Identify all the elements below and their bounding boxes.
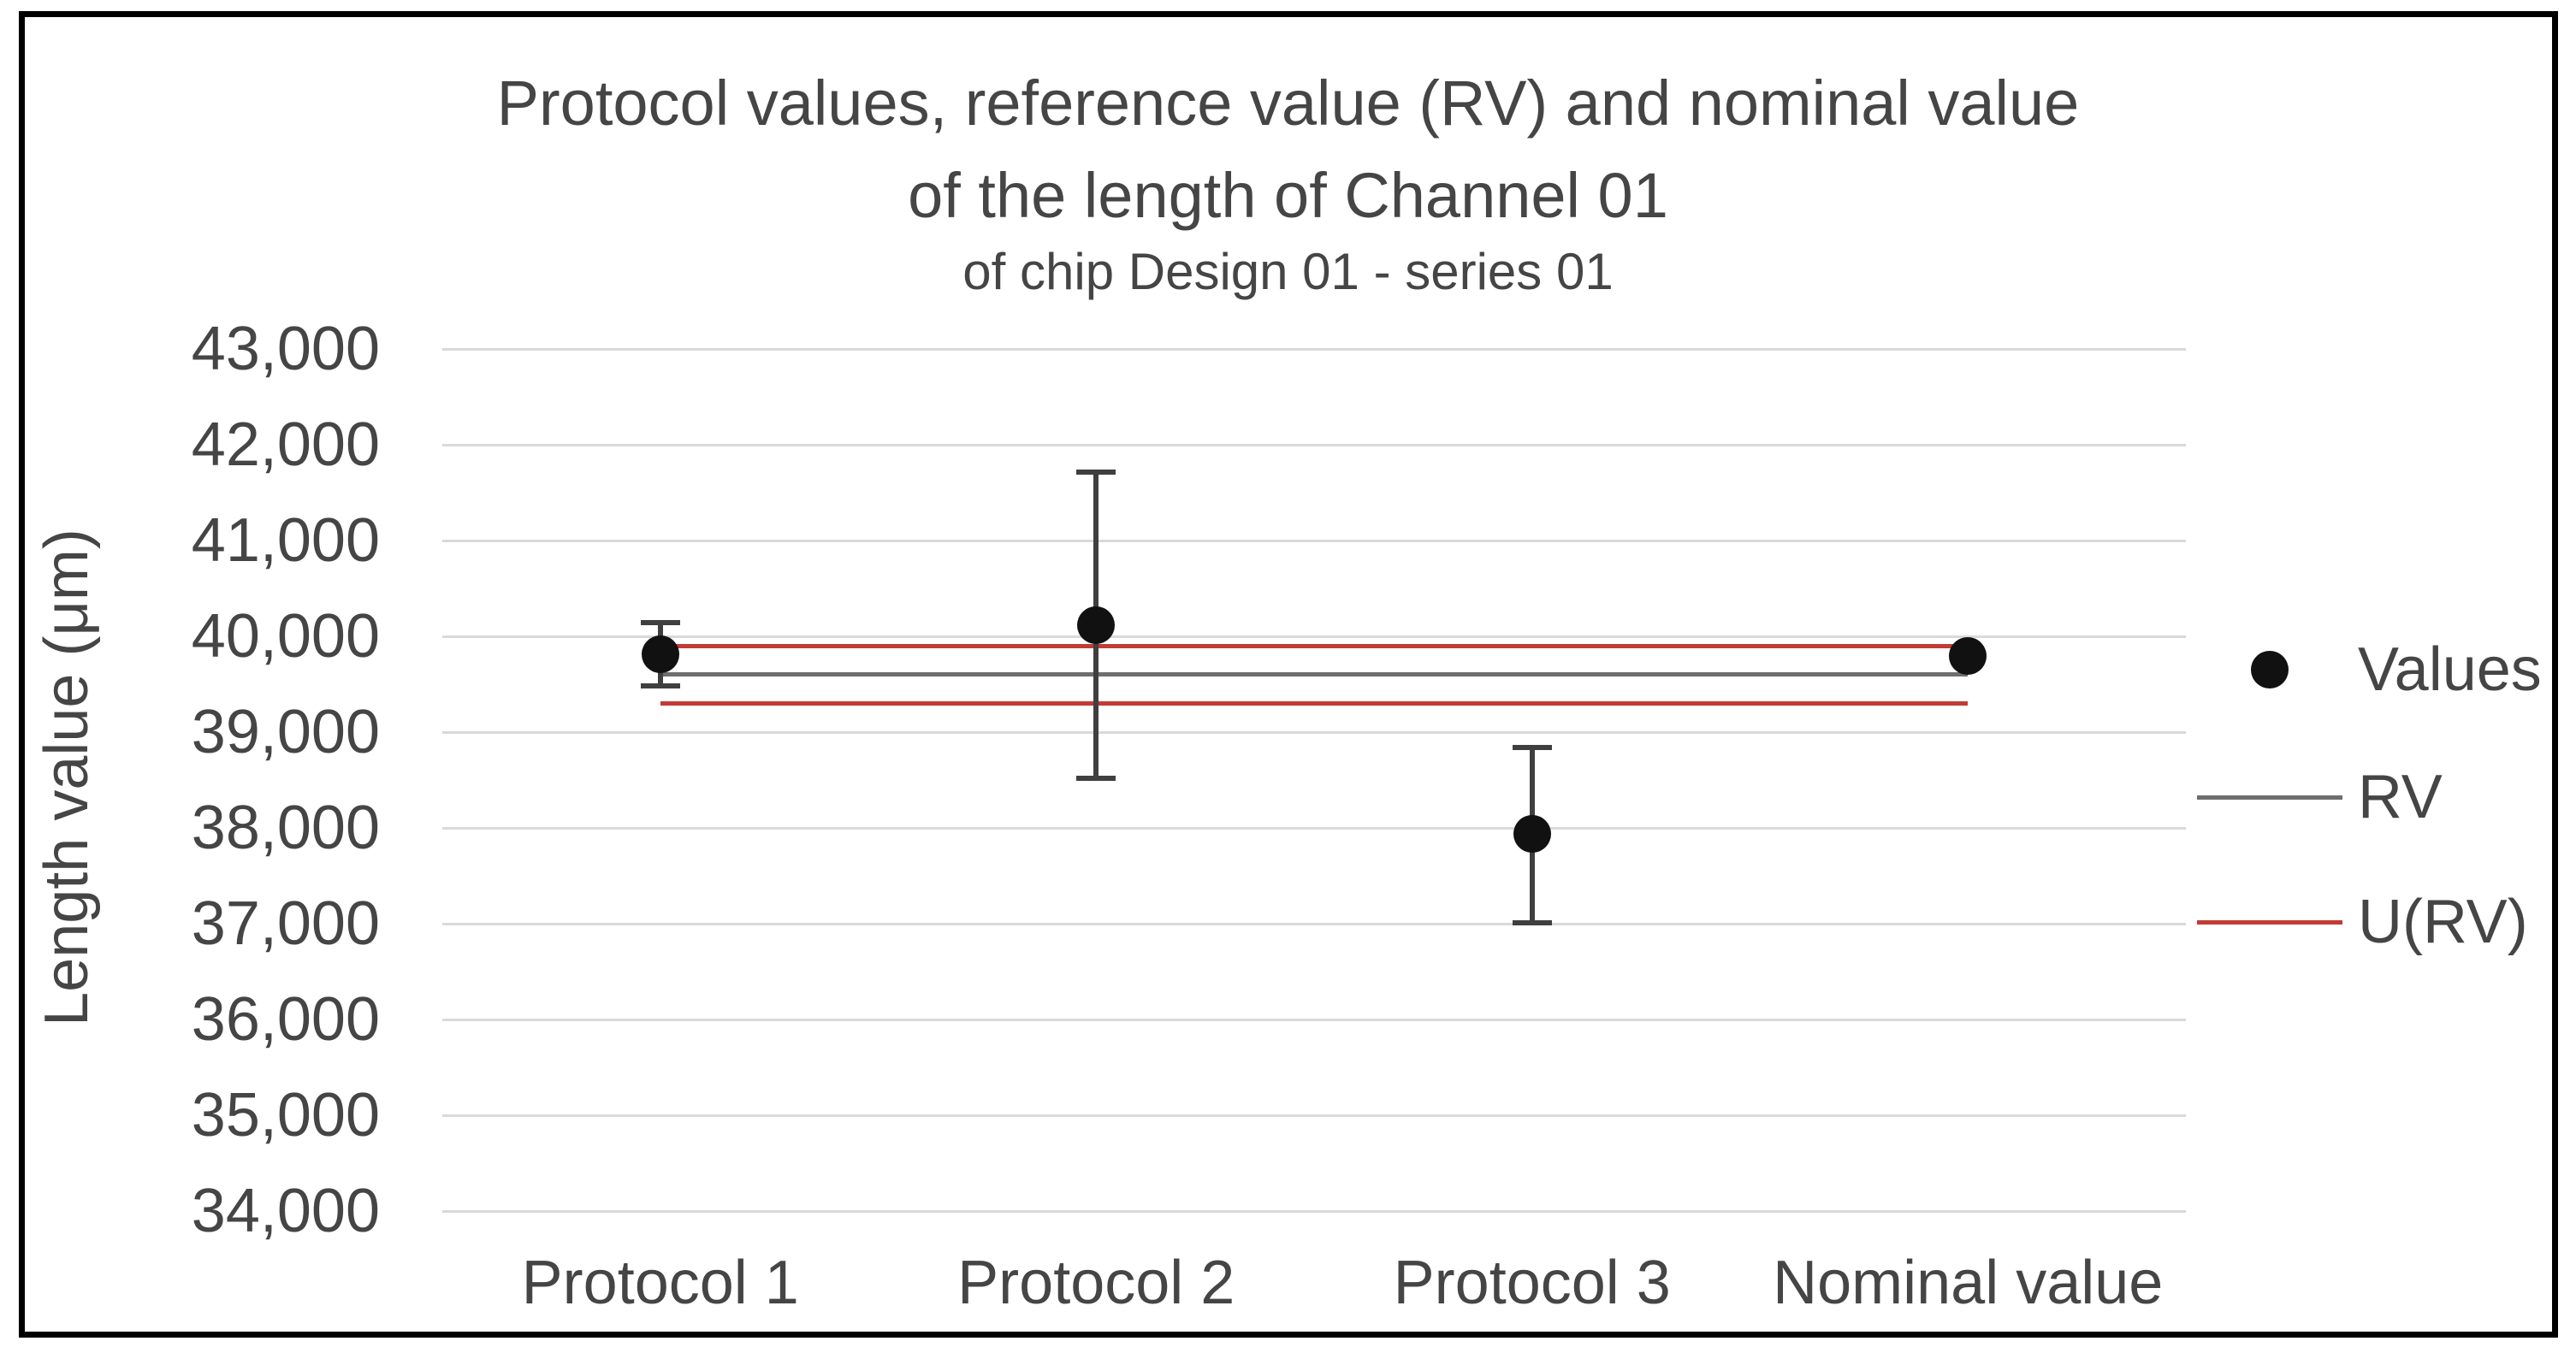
urv-lower-line — [660, 700, 1969, 706]
gridline — [442, 347, 2186, 351]
x-tick-label: Protocol 2 — [957, 1249, 1235, 1317]
data-point-dot — [1513, 814, 1551, 853]
legend-label-urv: U(RV) — [2358, 888, 2528, 956]
data-point-dot — [1077, 606, 1116, 645]
gridline — [442, 1018, 2186, 1021]
y-tick-label: 34,000 — [191, 1177, 380, 1245]
y-tick-label: 43,000 — [191, 315, 380, 383]
data-point-dot — [1949, 636, 1987, 675]
rv-line — [660, 672, 1969, 677]
gridline — [442, 730, 2186, 734]
error-bar-cap — [640, 620, 680, 626]
gridline — [442, 922, 2186, 925]
error-bar-cap — [1076, 469, 1116, 475]
chart-border — [19, 11, 2558, 1338]
y-tick-label: 42,000 — [191, 411, 380, 479]
rv-marker-icon — [2197, 795, 2342, 800]
gridline — [442, 539, 2186, 542]
chart-title-line2: of the length of Channel 01 — [908, 160, 1668, 231]
gridline — [442, 635, 2186, 638]
error-bar-cap — [640, 683, 680, 689]
y-tick-label: 36,000 — [191, 985, 380, 1054]
legend-item-values: Values — [2197, 623, 2542, 717]
y-tick-label: 39,000 — [191, 698, 380, 766]
legend-item-urv: U(RV) — [2197, 875, 2528, 969]
x-tick-label: Nominal value — [1773, 1249, 2164, 1317]
legend-label-rv: RV — [2358, 763, 2443, 831]
legend-item-rv: RV — [2197, 750, 2443, 844]
legend-marker-slot — [2197, 795, 2342, 800]
y-tick-label: 37,000 — [191, 889, 380, 958]
y-tick-label: 41,000 — [191, 506, 380, 575]
chart-title-line1: Protocol values, reference value (RV) an… — [496, 68, 2080, 139]
error-bar-cap — [1512, 919, 1552, 925]
y-tick-label: 35,000 — [191, 1081, 380, 1149]
y-tick-label: 40,000 — [191, 602, 380, 671]
values-marker-icon — [2251, 651, 2289, 688]
urv-marker-icon — [2197, 919, 2342, 925]
y-axis-title: Length value (μm) — [33, 529, 101, 1026]
error-bar-cap — [1512, 744, 1552, 750]
chart-subtitle: of chip Design 01 - series 01 — [962, 243, 1614, 300]
legend-marker-slot — [2197, 651, 2342, 688]
urv-upper-line — [660, 643, 1969, 648]
gridline — [442, 1114, 2186, 1117]
legend-label-values: Values — [2358, 635, 2542, 704]
data-point-dot — [641, 635, 679, 673]
gridline — [442, 826, 2186, 830]
x-tick-label: Protocol 3 — [1393, 1249, 1671, 1317]
legend-marker-slot — [2197, 919, 2342, 925]
x-tick-label: Protocol 1 — [521, 1249, 799, 1317]
y-tick-label: 38,000 — [191, 794, 380, 862]
gridline — [442, 1209, 2186, 1213]
gridline — [442, 443, 2186, 446]
error-bar-cap — [1076, 776, 1116, 782]
